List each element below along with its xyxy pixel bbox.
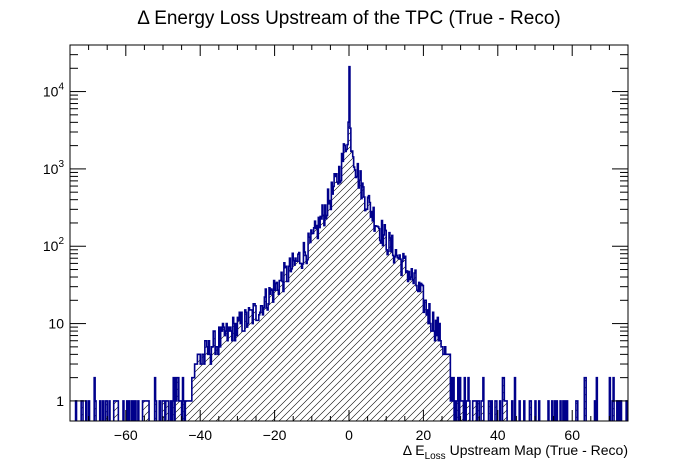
chart-title: Δ Energy Loss Upstream of the TPC (True … xyxy=(137,8,560,29)
y-axis: 1 10 102 103 104 xyxy=(43,44,628,409)
x-tick-label: 20 xyxy=(416,427,432,443)
y-tick-label: 1 xyxy=(56,393,64,409)
x-tick-label: 0 xyxy=(345,427,353,443)
x-tick-label: 40 xyxy=(490,427,506,443)
x-axis-label: Δ ELoss Upstream Map (True - Reco) xyxy=(403,442,628,462)
y-tick-label: 10 xyxy=(48,316,64,332)
y-tick-label: 103 xyxy=(43,159,65,177)
histogram-area xyxy=(74,65,628,421)
histogram-line xyxy=(74,65,628,421)
x-axis: −60 −40 −20 0 20 40 60 xyxy=(88,45,610,443)
x-tick-label: −60 xyxy=(114,427,138,443)
x-tick-label: 60 xyxy=(564,427,580,443)
y-tick-label: 102 xyxy=(43,236,65,254)
y-tick-label: 104 xyxy=(43,82,65,100)
x-tick-label: −20 xyxy=(263,427,287,443)
x-tick-label: −40 xyxy=(188,427,212,443)
